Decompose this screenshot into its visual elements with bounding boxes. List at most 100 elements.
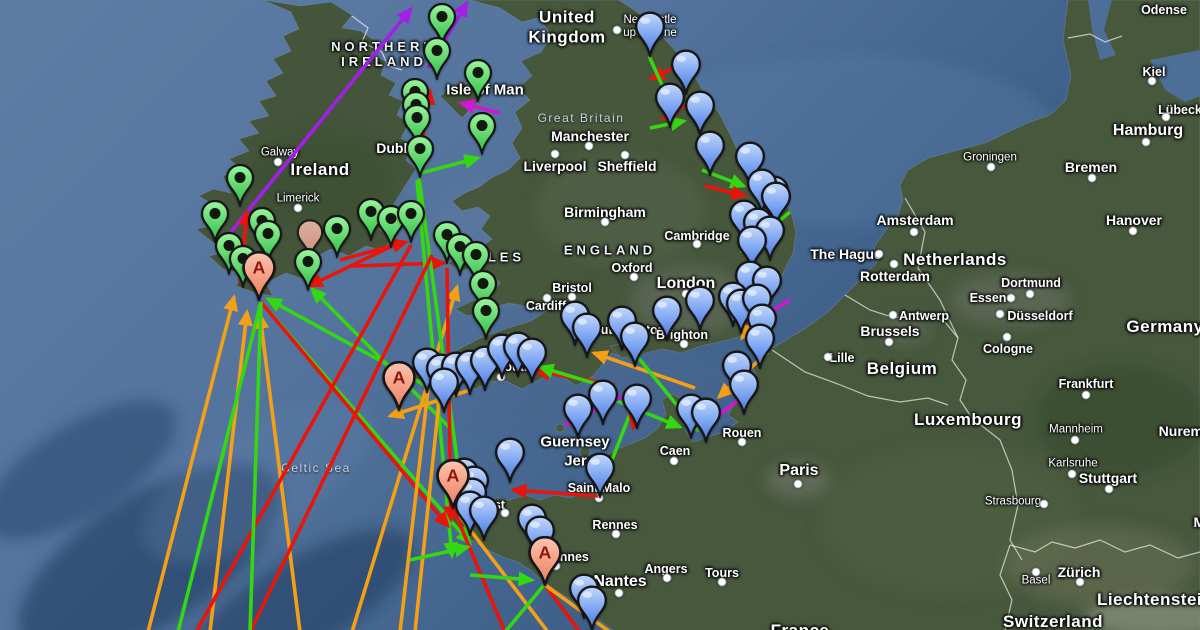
map-pin-blue[interactable] — [576, 585, 608, 630]
city-dot — [1002, 332, 1012, 342]
map-pin-green[interactable] — [200, 199, 230, 248]
city-dot — [1147, 76, 1157, 86]
city-dot — [679, 339, 689, 349]
route-arrow-green — [649, 116, 687, 132]
city-dot — [1006, 293, 1016, 303]
city-dot — [793, 479, 803, 489]
route-arrow-red — [510, 483, 599, 499]
city-dot — [692, 239, 702, 249]
city-dot — [909, 227, 919, 237]
map-pin-green[interactable] — [322, 214, 352, 263]
map-pin-green[interactable] — [471, 296, 501, 345]
city-dot — [584, 141, 594, 151]
route-arrow-orange — [350, 284, 461, 630]
city-dot — [273, 157, 283, 167]
city-dot — [874, 249, 884, 259]
map-pin-green[interactable] — [467, 111, 497, 160]
land-jersey — [579, 446, 591, 458]
route-arrow-green — [469, 571, 535, 587]
city-dot — [889, 259, 899, 269]
map-pin-blue[interactable] — [619, 321, 651, 372]
map-pin-blue[interactable] — [694, 130, 726, 181]
city-dot — [542, 293, 552, 303]
map-pin-green[interactable] — [396, 199, 426, 248]
city-dot — [1025, 289, 1035, 299]
route-arrow-green — [248, 301, 263, 630]
city-dot — [717, 577, 727, 587]
city-dot — [550, 149, 560, 159]
svg-text:A: A — [447, 466, 460, 486]
city-dot — [1070, 435, 1080, 445]
city-dot — [500, 508, 510, 518]
route-arrow-red — [339, 238, 409, 262]
route-arrow-orange — [543, 583, 611, 630]
route-arrow-orange — [146, 294, 238, 630]
city-dot — [995, 309, 1005, 319]
map-pin-blue[interactable] — [684, 285, 716, 336]
svg-text:A: A — [253, 258, 266, 278]
map-pin-alert[interactable]: A — [527, 535, 563, 591]
city-dot — [884, 337, 894, 347]
city-dot — [1039, 499, 1049, 509]
land-guernsey — [555, 423, 565, 433]
svg-text:A: A — [539, 543, 552, 563]
map-pin-blue[interactable] — [468, 495, 500, 546]
map-pin-blue[interactable] — [494, 437, 526, 488]
city-dot — [662, 573, 672, 583]
route-arrow-red — [195, 244, 413, 630]
route-arrow-red — [451, 507, 507, 630]
map-pin-blue[interactable] — [516, 337, 548, 388]
map-pin-blue[interactable] — [690, 397, 722, 448]
map-pin-blue[interactable] — [606, 305, 638, 356]
route-arrow-orange — [413, 391, 442, 630]
city-dot — [1087, 173, 1097, 183]
water-kiel-bight — [1150, 50, 1200, 102]
route-arrow-red — [704, 184, 748, 201]
route-arrow-green — [537, 363, 601, 387]
route-arrow-red — [306, 245, 391, 288]
city-dot — [1161, 112, 1171, 122]
route-arrow-green — [504, 583, 546, 630]
city-dot — [293, 203, 303, 213]
map-pin-green[interactable] — [405, 134, 435, 183]
map-pin-blue[interactable] — [584, 452, 616, 503]
country-borders — [351, 15, 1200, 630]
map-pin-green[interactable] — [422, 36, 452, 85]
route-arrow-orange — [254, 312, 302, 630]
map-pin-blue[interactable] — [670, 49, 702, 100]
map-pin-green[interactable] — [463, 58, 493, 107]
svg-text:A: A — [393, 368, 406, 388]
city-dot — [888, 310, 898, 320]
route-arrow-green — [409, 542, 471, 562]
city-dot — [614, 588, 624, 598]
map-pin-blue[interactable] — [728, 369, 760, 420]
city-dot — [1031, 567, 1041, 577]
city-dot — [1128, 226, 1138, 236]
map-pin-blue[interactable] — [587, 379, 619, 430]
city-dot — [669, 456, 679, 466]
route-arrow-magenta — [458, 99, 501, 115]
map-pin-alert[interactable]: A — [381, 360, 417, 416]
city-dot — [823, 352, 833, 362]
city-dot — [611, 529, 621, 539]
map-pin-blue[interactable] — [428, 367, 460, 418]
map-pin-blue[interactable] — [654, 82, 686, 133]
city-dot — [600, 217, 610, 227]
map-pin-blue[interactable] — [634, 11, 666, 62]
map-pin-alert[interactable]: A — [435, 458, 471, 514]
city-dot — [1067, 469, 1077, 479]
city-dot — [986, 162, 996, 172]
map-pin-alert[interactable]: A — [241, 250, 277, 306]
map-pin-blue[interactable] — [744, 323, 776, 374]
city-dot — [737, 437, 747, 447]
map-pin-green[interactable] — [293, 247, 323, 296]
city-dot — [620, 150, 630, 160]
map-pin-green[interactable] — [225, 163, 255, 212]
city-dot — [1081, 390, 1091, 400]
map-pin-blue[interactable] — [651, 295, 683, 346]
map-pin-blue[interactable] — [562, 393, 594, 444]
map-pin-blue[interactable] — [571, 312, 603, 363]
map-pin-blue[interactable] — [621, 383, 653, 434]
